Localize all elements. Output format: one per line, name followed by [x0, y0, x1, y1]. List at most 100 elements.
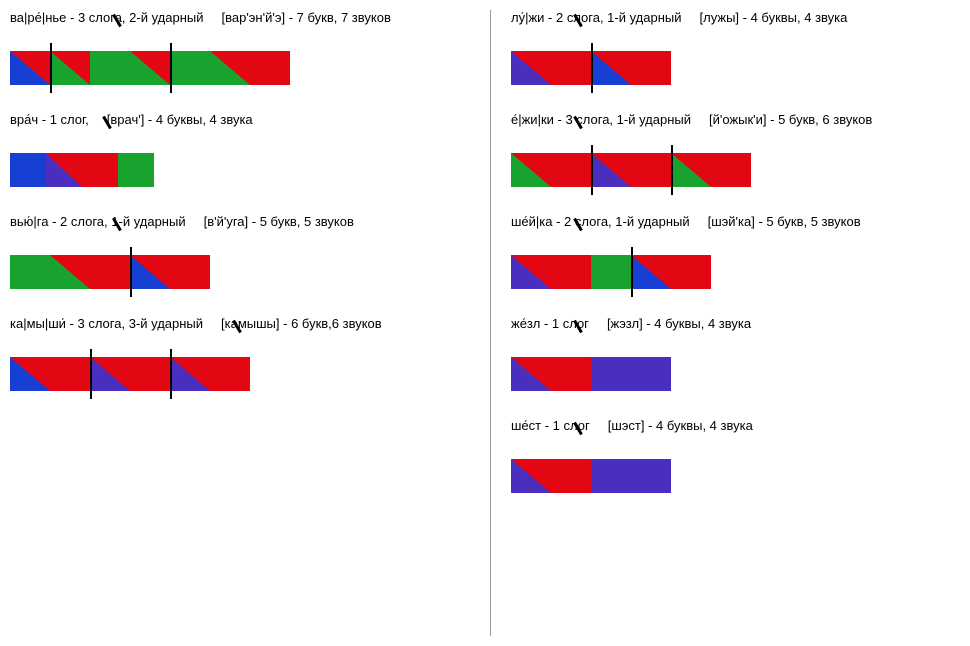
sound-cell: [631, 459, 671, 493]
sound-cell: [170, 51, 210, 85]
sound-scheme: [10, 357, 250, 391]
word-entry: же́зл - 1 слог[жэзл] - 4 буквы, 4 звука: [511, 316, 960, 394]
word-entry: е́|жи|ки - 3 слога, 1-й ударный [й'ожык'и…: [511, 112, 960, 190]
word-text: ва|ре́|нье - 3 слога, 2-й ударный: [10, 10, 203, 25]
scheme-wrap: [10, 339, 250, 391]
sound-cell: [631, 357, 671, 391]
sound-cell: [591, 51, 631, 85]
left-column: ва|ре́|нье - 3 слога, 2-й ударный [вар'эн…: [10, 10, 490, 636]
sound-scheme: [10, 255, 210, 289]
sound-cell: [591, 459, 631, 493]
word-entry: ка|мы|ши́ - 3 слога, 3-й ударный [камышы]…: [10, 316, 490, 394]
sound-cell: [711, 153, 751, 187]
word-entry: вью́|га - 2 слога, 1-й ударный [в'й'уга] …: [10, 214, 490, 292]
syllable-separator: [671, 145, 673, 195]
phonetic-text: [врач'] - 4 буквы, 4 звука: [107, 112, 253, 127]
scheme-wrap: [511, 33, 671, 85]
sound-scheme: [511, 51, 671, 85]
word-entry: ше́й|ка - 2 слога, 1-й ударный [шэй'ка] -…: [511, 214, 960, 292]
sound-cell: [671, 153, 711, 187]
sound-cell: [551, 357, 591, 391]
sound-scheme: [10, 153, 154, 187]
sound-cell: [511, 255, 551, 289]
sound-cell: [210, 357, 250, 391]
sound-cell: [551, 51, 591, 85]
entry-labels: вра́ч - 1 слог, [врач'] - 4 буквы, 4 звук…: [10, 112, 490, 127]
sound-scheme: [511, 459, 671, 493]
word-text: вра́ч - 1 слог,: [10, 112, 89, 127]
sound-cell: [551, 459, 591, 493]
sound-cell: [210, 51, 250, 85]
word-entry: ва|ре́|нье - 3 слога, 2-й ударный [вар'эн…: [10, 10, 490, 88]
scheme-wrap: [511, 441, 671, 493]
syllable-separator: [90, 349, 92, 399]
sound-cell: [46, 153, 82, 187]
scheme-wrap: [10, 237, 210, 289]
sound-cell: [631, 255, 671, 289]
sound-cell: [511, 153, 551, 187]
phonetic-text: [лужы] - 4 буквы, 4 звука: [700, 10, 848, 25]
scheme-wrap: [511, 237, 711, 289]
sound-scheme: [10, 51, 290, 85]
sound-cell: [170, 357, 210, 391]
word-text: ка|мы|ши́ - 3 слога, 3-й ударный: [10, 316, 203, 331]
sound-cell: [90, 255, 130, 289]
sound-cell: [10, 51, 50, 85]
scheme-wrap: [10, 135, 154, 187]
sound-cell: [631, 153, 671, 187]
scheme-wrap: [511, 339, 671, 391]
sound-cell: [130, 255, 170, 289]
sound-cell: [118, 153, 154, 187]
word-text: вью́|га - 2 слога, 1-й ударный: [10, 214, 186, 229]
word-entry: лу́|жи - 2 слога, 1-й ударный[лужы] - 4 …: [511, 10, 960, 88]
sound-cell: [250, 51, 290, 85]
sound-cell: [10, 153, 46, 187]
syllable-separator: [50, 43, 52, 93]
right-column: лу́|жи - 2 слога, 1-й ударный[лужы] - 4 …: [490, 10, 960, 636]
sound-cell: [591, 255, 631, 289]
sound-cell: [671, 255, 711, 289]
sound-cell: [551, 153, 591, 187]
word-entry: ше́ст - 1 слог[шэст] - 4 буквы, 4 звука: [511, 418, 960, 496]
sound-cell: [50, 255, 90, 289]
phonetic-text: [вар'эн'й'э] - 7 букв, 7 звуков: [221, 10, 390, 25]
entry-labels: ка|мы|ши́ - 3 слога, 3-й ударный [камышы]…: [10, 316, 490, 331]
sound-cell: [170, 255, 210, 289]
sound-cell: [591, 153, 631, 187]
syllable-separator: [591, 43, 593, 93]
entry-labels: ва|ре́|нье - 3 слога, 2-й ударный [вар'эн…: [10, 10, 490, 25]
scheme-wrap: [10, 33, 290, 85]
phonetic-text: [й'ожык'и] - 5 букв, 6 звуков: [709, 112, 872, 127]
sound-cell: [511, 357, 551, 391]
sound-cell: [90, 357, 130, 391]
sound-cell: [591, 357, 631, 391]
syllable-separator: [591, 145, 593, 195]
syllable-separator: [170, 43, 172, 93]
sound-cell: [511, 51, 551, 85]
word-entry: вра́ч - 1 слог, [врач'] - 4 буквы, 4 звук…: [10, 112, 490, 190]
syllable-separator: [170, 349, 172, 399]
phonetic-text: [жэзл] - 4 буквы, 4 звука: [607, 316, 751, 331]
scheme-wrap: [511, 135, 751, 187]
sound-cell: [90, 51, 130, 85]
sound-cell: [130, 51, 170, 85]
syllable-separator: [631, 247, 633, 297]
sound-cell: [551, 255, 591, 289]
sound-cell: [50, 51, 90, 85]
sound-scheme: [511, 357, 671, 391]
sound-cell: [631, 51, 671, 85]
phonetic-text: [шэй'ка] - 5 букв, 5 звуков: [708, 214, 861, 229]
sound-cell: [82, 153, 118, 187]
syllable-separator: [130, 247, 132, 297]
phonetic-text: [шэст] - 4 буквы, 4 звука: [608, 418, 753, 433]
sound-cell: [50, 357, 90, 391]
sound-scheme: [511, 153, 751, 187]
sound-cell: [130, 357, 170, 391]
page-columns: ва|ре́|нье - 3 слога, 2-й ударный [вар'эн…: [10, 10, 960, 636]
phonetic-text: [камышы] - 6 букв,6 звуков: [221, 316, 382, 331]
word-text: ше́й|ка - 2 слога, 1-й ударный: [511, 214, 690, 229]
phonetic-text: [в'й'уга] - 5 букв, 5 звуков: [204, 214, 354, 229]
entry-labels: вью́|га - 2 слога, 1-й ударный [в'й'уга] …: [10, 214, 490, 229]
word-text: е́|жи|ки - 3 слога, 1-й ударный: [511, 112, 691, 127]
sound-scheme: [511, 255, 711, 289]
